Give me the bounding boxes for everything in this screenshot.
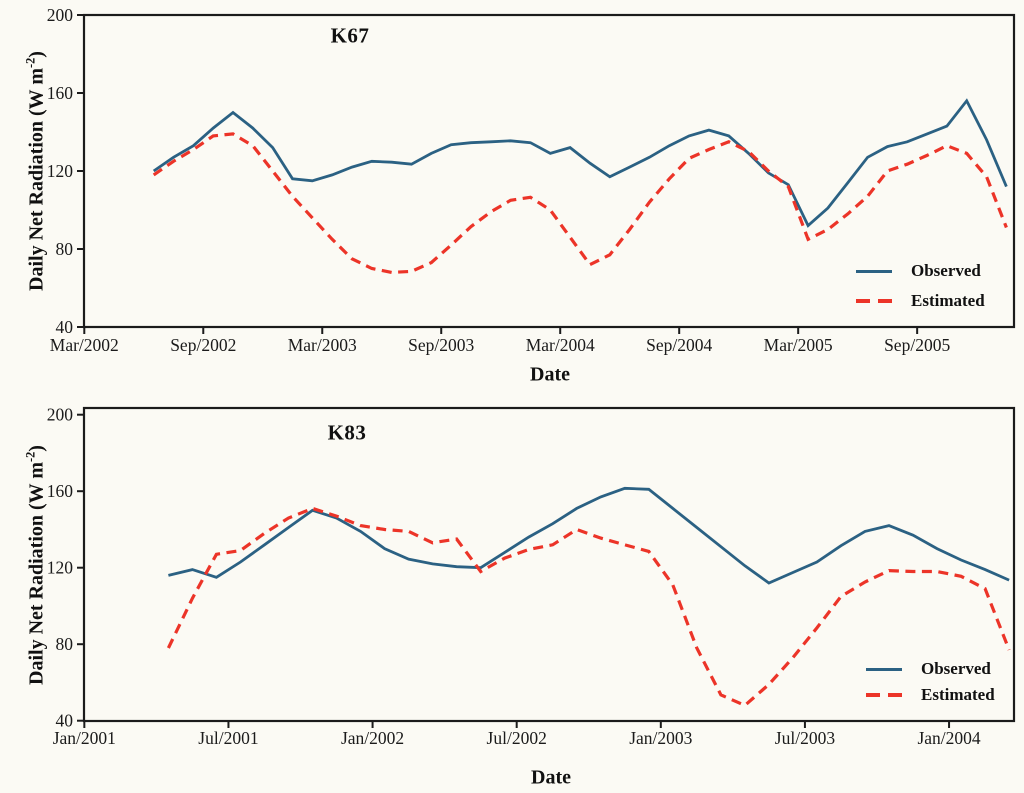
legend-item-observed: Observed [856, 262, 981, 280]
y-axis-label-superscript: -2 [23, 57, 38, 69]
y-axis-label-text: Daily Net Radiation (W m [25, 462, 48, 685]
observed-line [152, 98, 1008, 228]
estimated-line [152, 132, 1008, 275]
y-tick-label: 80 [56, 634, 74, 654]
x-tick-label: Jan/2002 [341, 728, 404, 748]
x-tick-label: Jan/2001 [53, 728, 116, 748]
y-axis-label-close: ) [25, 445, 48, 452]
y-tick-label: 160 [47, 481, 74, 501]
y-tick-label: 120 [47, 161, 74, 181]
plot-frame [82, 13, 1016, 329]
observed-line-sample [866, 667, 902, 671]
legend-label-estimated: Estimated [911, 291, 985, 310]
x-tick-label: Jul/2002 [487, 728, 547, 748]
y-tick-label: 120 [47, 558, 74, 578]
x-tick-label: Mar/2003 [288, 335, 357, 355]
x-tick-label: Jan/2003 [629, 728, 692, 748]
y-tick-label: 40 [56, 711, 74, 731]
y-tick-label: 200 [47, 5, 74, 25]
y-tick-label: 40 [56, 317, 74, 337]
legend-item-estimated: Estimated [856, 292, 985, 310]
y-axis-label-close: ) [25, 51, 48, 58]
y-tick-label: 160 [47, 83, 74, 103]
legend-label-estimated: Estimated [921, 685, 995, 704]
estimated-line-sample [866, 693, 902, 697]
x-tick-label: Jul/2001 [198, 728, 258, 748]
plot-frame [82, 406, 1016, 723]
legend-item-estimated: Estimated [866, 686, 995, 704]
panel-title-k83: K83 [327, 420, 367, 445]
observed-line-sample [856, 269, 892, 273]
x-tick-label: Jan/2004 [917, 728, 980, 748]
observed-line [168, 486, 1010, 585]
x-tick-label: Sep/2003 [408, 335, 474, 355]
x-tick-label: Mar/2002 [50, 335, 119, 355]
x-axis-label-top: Date [530, 363, 570, 386]
x-tick-label: Sep/2002 [170, 335, 236, 355]
y-axis-label-text: Daily Net Radiation (W m [25, 68, 48, 291]
legend-label-observed: Observed [921, 659, 991, 678]
legend-item-observed: Observed [866, 660, 991, 678]
panel-title-k67: K67 [330, 23, 370, 48]
x-axis-label-bottom: Date [531, 766, 571, 789]
x-tick-label: Sep/2005 [884, 335, 950, 355]
y-axis-label-superscript: -2 [23, 451, 38, 463]
x-tick-label: Sep/2004 [646, 335, 712, 355]
x-tick-label: Mar/2005 [764, 335, 833, 355]
y-axis-label-bottom: Daily Net Radiation (W m-2) [24, 445, 49, 685]
y-tick-label: 80 [56, 239, 74, 259]
x-tick-label: Jul/2003 [775, 728, 836, 748]
y-axis-label-top: Daily Net Radiation (W m-2) [24, 51, 49, 291]
y-tick-label: 200 [47, 405, 74, 425]
estimated-line-sample [856, 299, 892, 303]
legend-label-observed: Observed [911, 261, 981, 280]
x-tick-label: Mar/2004 [526, 335, 595, 355]
